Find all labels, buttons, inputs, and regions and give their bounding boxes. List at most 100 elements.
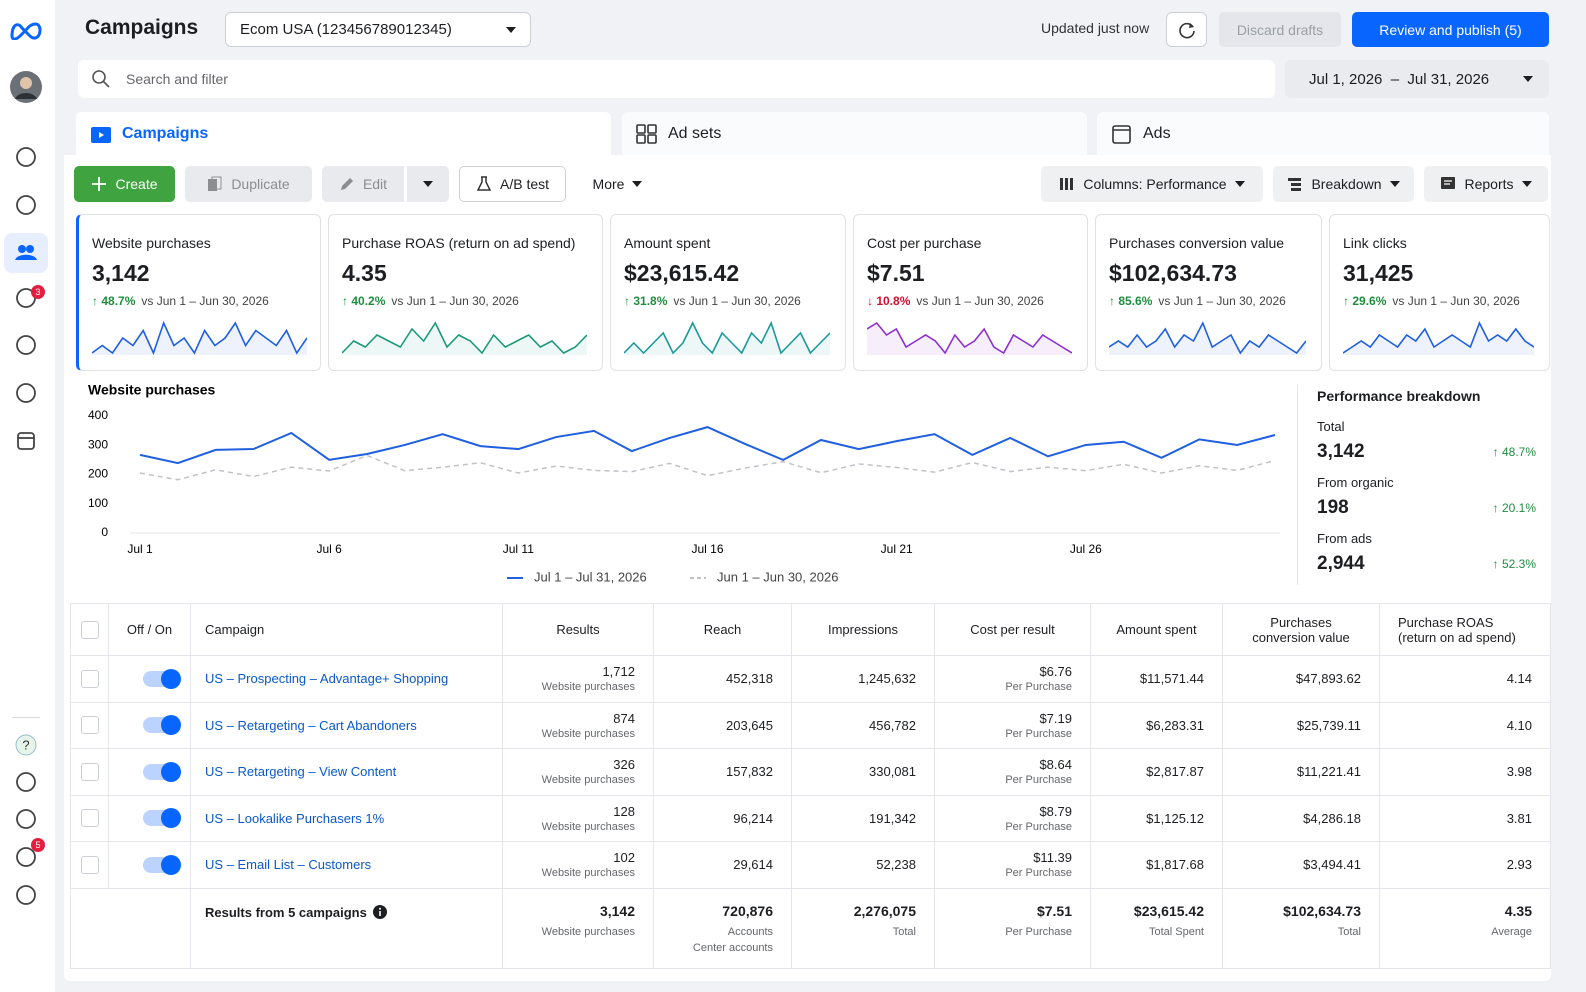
cell-value: 3.81 [1506,810,1532,826]
summary-unit: Average [1491,925,1532,938]
edit-menu[interactable] [407,166,449,202]
discard-label: Discard drafts [1236,21,1324,38]
chart-panel [76,375,1550,601]
publish-button[interactable]: Review and publish (5) [1352,12,1549,47]
kpi-card[interactable]: Purchase ROAS (return on ad spend) 4.35 ↑ … [328,214,603,371]
cell-value: $8.64 [1039,757,1072,773]
summary-value: $7.51 [1036,902,1072,919]
legend-label: Jul 1 – Jul 31, 2026 [534,569,647,584]
sparkline-line [624,321,830,355]
cell-value: $7.19 [1039,710,1072,726]
nav-active [4,233,48,273]
table-row: US – Lookalike Purchasers 1% 128 Website p… [70,794,1551,842]
checkbox-cell [70,748,109,796]
breakdown-change: 48.7% [1501,445,1536,459]
kpi-card[interactable]: Link clicks 31,425 ↑ 29.6% vs Jun 1 – Jun 3… [1329,214,1550,371]
icon-part [1178,22,1195,38]
toggle[interactable] [143,761,181,782]
cell-roas: 3.98 [1379,748,1551,796]
kpi-change: 31.8% [633,294,668,308]
checkbox[interactable] [80,669,99,688]
cell-value: $8.79 [1039,803,1072,819]
kpi-card[interactable]: Purchases conversion value $102,634.73 ↑ 8… [1095,214,1322,371]
header-cell[interactable]: Campaign [190,603,503,656]
icon [1178,22,1195,38]
create-button[interactable]: Create [74,166,175,202]
edit-button[interactable]: Edit [322,166,404,202]
campaign-name[interactable]: US – Email List – Customers [190,841,503,889]
reports-button-label: Reports [1464,176,1514,192]
search-bar[interactable]: Search and filter [78,60,1275,98]
tab[interactable]: Ad sets [622,112,1087,156]
checkbox[interactable] [80,809,99,828]
header-cell[interactable]: Purchases conversion value [1222,603,1380,656]
campaign-name[interactable]: US – Prospecting – Advantage+ Shopping [190,655,503,703]
y-tick-label: 300 [88,437,108,451]
kpi-card[interactable]: Amount spent $23,615.42 ↑ 31.8% vs Jun 1 – … [610,214,846,371]
campaign-name[interactable]: US – Retargeting – View Content [190,748,503,796]
header-cell[interactable]: Cost per result [934,603,1091,656]
tab[interactable]: Campaigns [76,112,611,156]
header-cell[interactable]: Results [502,603,654,656]
date-picker[interactable]: Jul 1, 2026 – Jul 31, 2026 [1285,60,1549,98]
discard-button[interactable]: Discard drafts [1219,12,1341,47]
checkbox[interactable] [80,716,99,735]
cell-amount_spent: $1,817.68 [1090,841,1223,889]
cell-value: $2,817.87 [1146,764,1204,780]
kpi-card[interactable]: Cost per purchase $7.51 ↓ 10.8% vs Jun 1 – … [853,214,1088,371]
badge: 3 [31,285,45,299]
trend-arrow: ↑ [624,294,634,308]
kpi-label: Website purchases [92,235,211,251]
icon-part [99,132,104,138]
icon-part [16,383,36,403]
duplicate-button[interactable]: Duplicate [185,166,312,202]
icon-part [17,432,35,450]
header-cell[interactable]: Reach [653,603,792,656]
campaign-name[interactable]: US – Lookalike Purchasers 1% [190,794,503,842]
sparkline-line [1109,321,1306,355]
cell-amount_spent: $11,571.44 [1090,655,1223,703]
sparkline-line [92,321,307,355]
toggle-cell [108,655,191,703]
kpi-card[interactable]: Website purchases 3,142 ↑ 48.7% vs Jun 1 – … [76,214,321,371]
icon-part [15,93,37,99]
cell-value: $6,283.31 [1146,717,1204,733]
more-button[interactable]: More [580,166,655,202]
cell-results: 326 Website purchases [502,748,654,796]
header-cell[interactable]: Purchase ROAS (return on ad spend) [1379,603,1551,656]
checkbox[interactable] [80,762,99,781]
toggle[interactable] [143,854,181,875]
toggle[interactable] [143,715,181,736]
toggle[interactable] [143,808,181,829]
cell-value: $47,893.62 [1295,671,1361,687]
summary-unit: Accounts Center accounts [692,925,773,954]
campaign-name[interactable]: US – Retargeting – Cart Abandoners [190,701,503,749]
cell-cost_per_result: $7.19 Per Purchase [934,701,1091,749]
icon: ? [15,734,37,756]
toggle[interactable] [143,668,181,689]
header-cell[interactable]: Off / On [108,603,191,656]
checkbox[interactable] [80,855,99,874]
columns-button[interactable]: Columns: Performance [1041,166,1263,202]
ab-test-button[interactable]: A/B test [459,166,566,202]
account-select[interactable]: Ecom USA (123456789012345) [225,12,531,47]
breakdown-button-label: Breakdown [1311,176,1382,192]
summary-amount_spent: $23,615.42 Total Spent [1090,887,1223,969]
icon [16,335,36,355]
checkbox[interactable] [80,620,99,639]
cell-impressions: 1,245,632 [791,655,935,703]
icon [208,176,222,191]
search-placeholder: Search and filter [126,71,228,87]
header-cell[interactable]: Amount spent [1090,603,1223,656]
header-cell[interactable]: Impressions [791,603,935,656]
cell-impressions: 52,238 [791,841,935,889]
columns-button-label: Columns: Performance [1083,176,1227,192]
breakdown-button[interactable]: Breakdown [1273,166,1414,202]
icon-part [1060,178,1064,190]
x-tick-label: Jul 16 [691,542,723,556]
refresh-button[interactable] [1166,12,1207,47]
kpi-comparison: vs Jun 1 – Jun 30, 2026 [1392,294,1520,308]
tab[interactable]: Ads [1097,112,1549,156]
reports-button[interactable]: Reports [1424,166,1548,202]
